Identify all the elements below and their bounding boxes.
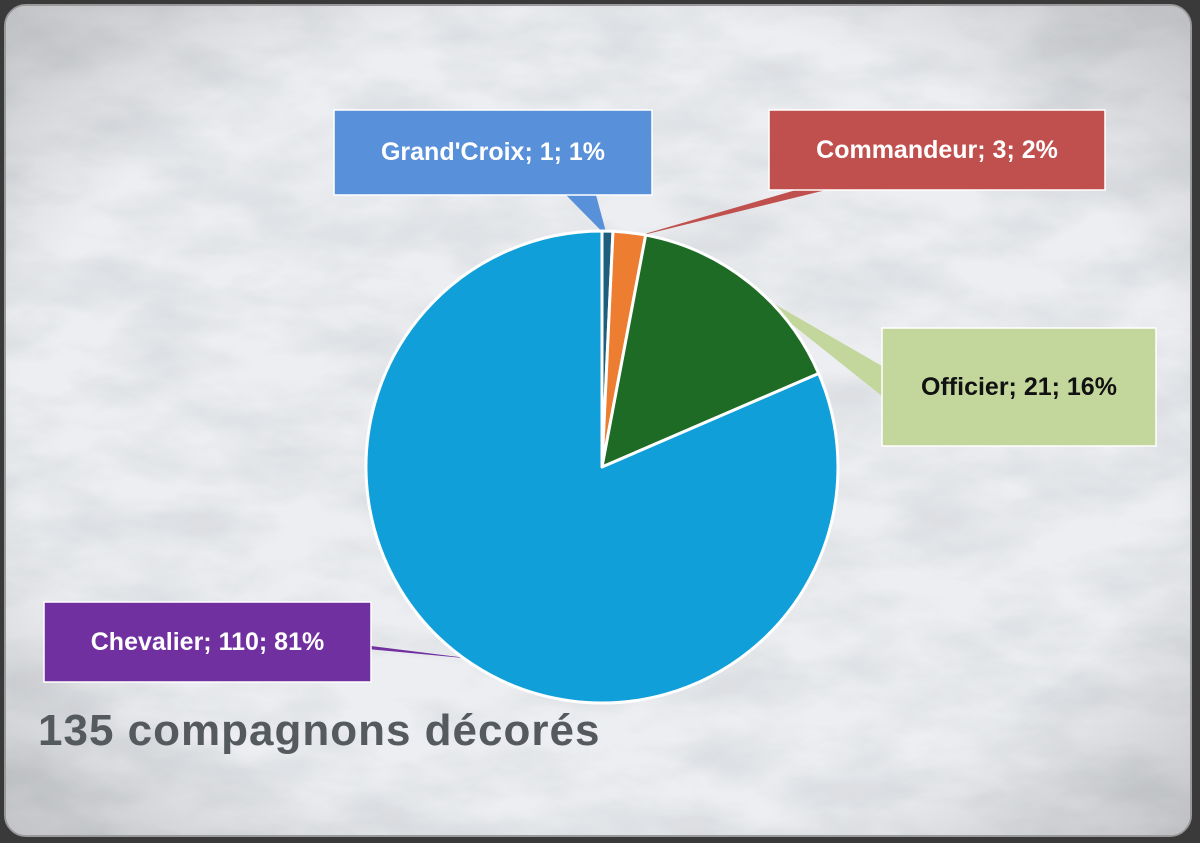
callout-pointer-commandeur — [628, 190, 826, 239]
callout-box-commandeur — [768, 109, 1106, 191]
pie-slices — [364, 229, 840, 705]
data-label-grand-croix: Grand'Croix; 1; 1% — [380, 138, 606, 166]
callout-box-chevalier — [43, 601, 372, 683]
callout-box-officier — [881, 327, 1157, 447]
callout-pointer-grand-croix — [566, 195, 608, 238]
chart-caption: 135 compagnons décorés — [38, 706, 601, 755]
pie-slice-chevalier — [364, 229, 840, 705]
callout-pointer-officier — [745, 287, 882, 396]
data-label-chevalier: Chevalier; 110; 81% — [90, 627, 325, 656]
data-label-commandeur: Commandeur; 3; 2% — [816, 135, 1058, 164]
pie-chart — [43, 109, 1157, 705]
callout-box-grand-croix — [333, 109, 653, 196]
data-label-officier: Officier; 21; 16% — [921, 372, 1117, 401]
chart-panel: Grand'Croix; 1; 1% Commandeur; 3; 2% Off… — [4, 4, 1192, 837]
pie-slice-officier — [600, 233, 821, 469]
leader-lines — [43, 109, 1157, 683]
